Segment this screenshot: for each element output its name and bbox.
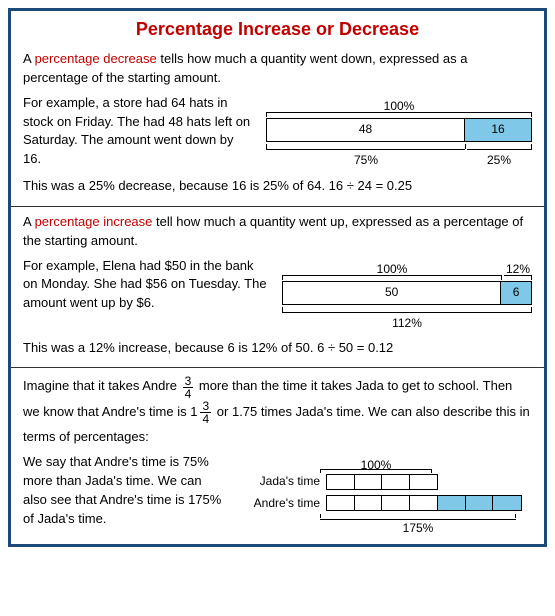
text: more than the time it takes Jada to get [199,378,420,393]
text: A [23,214,35,229]
bar-seg-48: 48 [267,119,465,141]
label-25pct: 25% [487,152,511,169]
bar-seg-16: 16 [465,119,531,141]
text: or 1.75 times Jada's [217,404,333,419]
intro-decrease: A percentage decrease tells how much a q… [23,50,532,88]
example-increase: For example, Elena had $50 in the bank o… [23,257,268,314]
label-75pct: 75% [354,152,378,169]
bar-andre [326,495,522,511]
bar-jada [326,474,438,490]
fraction-3-4: 34 [183,375,194,400]
conclusion-increase: This was a 12% increase, because 6 is 12… [23,339,532,358]
intro-increase: A percentage increase tell how much a qu… [23,213,532,251]
mixed-1-3-4: 134 [190,400,213,425]
label-100pct: 100% [361,457,392,474]
label-jada: Jada's time [242,473,326,490]
text: Imagine that it takes Andre [23,378,177,393]
para-percentages: We say that Andre's time is 75% more tha… [23,453,228,528]
label-175pct: 175% [403,520,434,537]
bar-seg-50: 50 [283,282,501,304]
bar-seg-6: 6 [501,282,531,304]
page-title: Percentage Increase or Decrease [11,11,544,44]
text: A [23,51,35,66]
bar-diagram-increase: 100% 12% 50 6 112% [282,257,532,331]
term-decrease: percentage decrease [35,51,157,66]
term-increase: percentage increase [35,214,153,229]
conclusion-decrease: This was a 25% decrease, because 16 is 2… [23,177,532,196]
section-decrease: A percentage decrease tells how much a q… [11,44,544,206]
section-andre-jada: Imagine that it takes Andre 34 more than… [11,367,544,544]
label-112pct: 112% [392,315,422,332]
example-decrease: For example, a store had 64 hats in stoc… [23,94,252,169]
lesson-frame: Percentage Increase or Decrease A percen… [8,8,547,547]
para-fractions: Imagine that it takes Andre 34 more than… [23,374,532,449]
bar-diagram-decrease: 100% 48 16 75% 25% [266,94,532,168]
bar-diagram-times: 100% Jada's time Andre's time [242,453,532,534]
section-increase: A percentage increase tell how much a qu… [11,206,544,368]
label-andre: Andre's time [242,495,326,512]
